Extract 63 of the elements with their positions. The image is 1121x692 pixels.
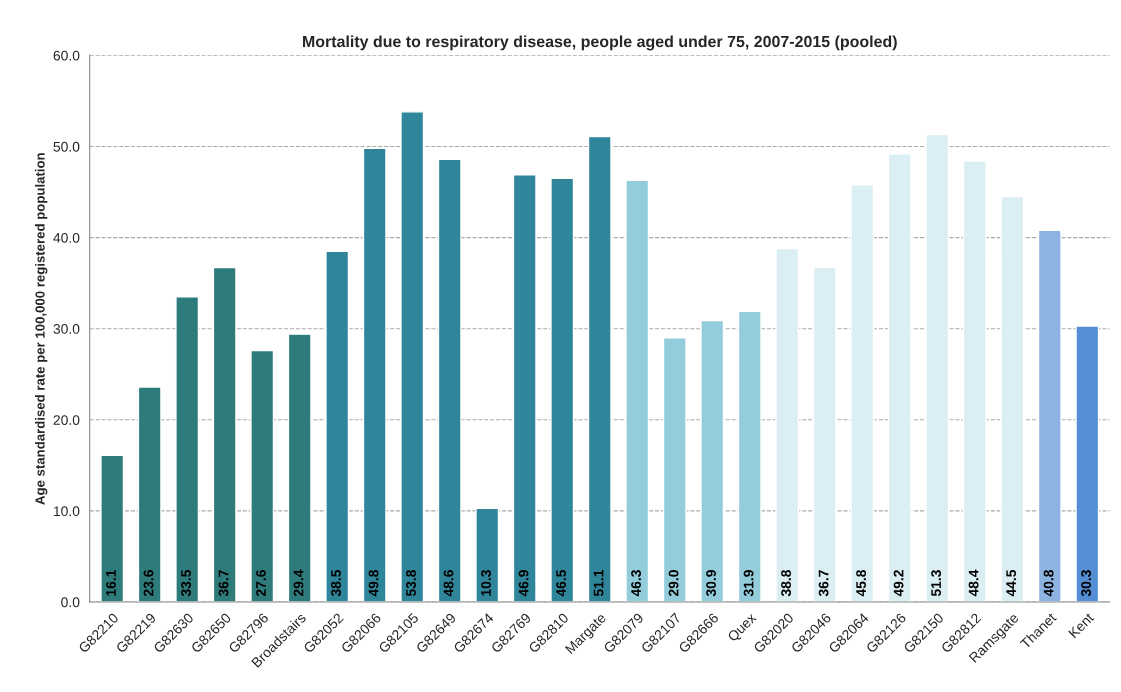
- bar: [250, 349, 275, 603]
- data-label: 46.3: [631, 570, 641, 597]
- y-tick-label: 40.0: [53, 232, 80, 243]
- bar: [662, 337, 687, 603]
- data-label: 38.8: [781, 569, 791, 597]
- bar: [287, 333, 312, 603]
- bar: [175, 296, 200, 603]
- bar: [550, 177, 575, 603]
- data-label: 49.2: [893, 570, 904, 597]
- data-label: 51.3: [931, 570, 942, 597]
- data-label: 30.3: [1081, 570, 1092, 597]
- y-tick-label: 20.0: [53, 415, 80, 425]
- data-label: 36.7: [818, 570, 829, 597]
- bar: [887, 153, 912, 603]
- bar: [737, 310, 762, 603]
- data-label: 33.5: [181, 569, 191, 597]
- data-label: 27.6: [256, 570, 266, 597]
- y-tick-label: 10.0: [53, 506, 80, 517]
- data-label: 23.6: [143, 570, 154, 597]
- data-label: 29.4: [293, 569, 304, 597]
- y-tick-label: 60.0: [53, 50, 80, 61]
- bar: [475, 507, 500, 603]
- data-label: 36.7: [218, 570, 229, 597]
- data-label: 29.0: [668, 570, 679, 597]
- data-label: 16.1: [106, 569, 116, 596]
- bar: [362, 147, 387, 603]
- data-label: 53.8: [406, 569, 416, 597]
- data-label: 10.3: [481, 570, 491, 596]
- y-tick-label: 30.0: [53, 324, 80, 334]
- bar: [1075, 325, 1100, 603]
- data-label: 48.4: [968, 569, 979, 597]
- y-tick-label: 50.0: [53, 141, 80, 152]
- bar: [512, 174, 537, 603]
- bar: [1000, 195, 1025, 603]
- bar: [212, 266, 237, 603]
- y-tick-label: 0.0: [61, 597, 80, 608]
- bar: [962, 160, 987, 603]
- data-label: 51.1: [593, 569, 604, 597]
- data-label: 49.8: [368, 569, 379, 597]
- bar: [812, 266, 837, 603]
- data-label: 38.5: [331, 569, 341, 597]
- bar: [775, 247, 800, 603]
- data-label: 46.9: [518, 570, 529, 597]
- chart-title: Mortality due to respiratory disease, people aged under 75, 2007-2015 (pooled): [303, 35, 897, 51]
- bar: [700, 319, 725, 603]
- bar: [437, 158, 462, 603]
- bar: [587, 135, 612, 603]
- bar: [400, 111, 425, 603]
- y-axis-title: Age standardised rate per 100,000 registered population: [35, 153, 48, 505]
- bar: [625, 179, 650, 603]
- data-label: 31.9: [743, 570, 754, 597]
- bar: [100, 454, 125, 603]
- bar: [850, 184, 875, 603]
- data-label: 45.8: [856, 569, 866, 597]
- data-label: 48.6: [443, 570, 454, 597]
- bar: [925, 133, 950, 603]
- bar: [1037, 229, 1062, 603]
- bar: [325, 250, 350, 603]
- data-label: 40.8: [1043, 569, 1054, 597]
- data-label: 44.5: [1006, 569, 1017, 597]
- bar: [137, 386, 162, 603]
- data-label: 46.5: [556, 569, 566, 597]
- data-label: 30.9: [706, 570, 716, 597]
